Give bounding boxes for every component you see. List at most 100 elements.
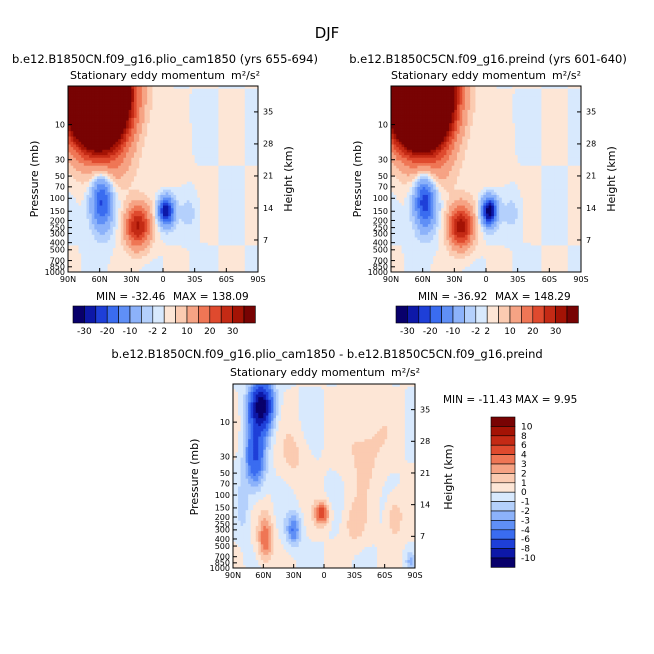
heatmap-cell [79,259,82,262]
heatmap-cell [158,224,161,227]
heatmap-cell [192,168,195,171]
heatmap-cell [108,97,111,100]
heatmap-cell [79,99,82,102]
heatmap-cell [123,237,126,240]
heatmap-cell [158,227,161,230]
heatmap-cell [102,237,105,240]
heatmap-cell [97,245,100,248]
heatmap-cell [76,235,79,238]
heatmap-cell [240,121,243,124]
heatmap-cell [240,150,243,153]
heatmap-cell [160,139,163,142]
heatmap-cell [110,198,113,201]
heatmap-cell [218,243,221,246]
heatmap-cell [129,227,132,230]
heatmap-cell [163,163,166,166]
heatmap-cell [179,227,182,230]
figure-title: DJF [315,24,340,42]
heatmap-cell [86,129,89,132]
heatmap-cell [126,97,129,100]
heatmap-cell [121,129,124,132]
heatmap-cell [211,211,214,214]
heatmap-cell [226,139,229,142]
heatmap-cell [184,224,187,227]
heatmap-cell [229,187,232,190]
heatmap-cell [145,166,148,169]
heatmap-cell [94,219,97,222]
heatmap-cell [203,147,206,150]
heatmap-cell [105,176,108,179]
heatmap-cell [139,264,142,267]
heatmap-cell [174,195,177,198]
heatmap-cell [189,91,192,94]
heatmap-cell [89,240,92,243]
heatmap-cell [126,192,129,195]
heatmap-cell [195,121,198,124]
heatmap-cell [108,129,111,132]
heatmap-cell [79,211,82,214]
heatmap-cell [73,200,76,203]
heatmap-cell [129,97,132,100]
heatmap-cell [160,259,163,262]
heatmap-cell [184,163,187,166]
heatmap-cell [110,99,113,102]
heatmap-cell [203,214,206,217]
heatmap-cell [108,136,111,139]
heatmap-cell [224,211,227,214]
heatmap-cell [113,198,116,201]
heatmap-cell [102,211,105,214]
heatmap-cell [181,113,184,116]
heatmap-cell [94,224,97,227]
heatmap-cell [92,144,95,147]
heatmap-cell [163,190,166,193]
heatmap-cell [113,195,116,198]
heatmap-cell [181,216,184,219]
heatmap-cell [205,200,208,203]
heatmap-cell [137,163,140,166]
heatmap-cell [73,264,76,267]
heatmap-cell [81,195,84,198]
heatmap-cell [150,113,153,116]
heatmap-cell [129,131,132,134]
heatmap-cell [168,203,171,206]
heatmap-cell [166,243,169,246]
heatmap-cell [142,182,145,185]
heatmap-cell [232,176,235,179]
heatmap-cell [86,203,89,206]
heatmap-cell [171,198,174,201]
heatmap-cell [134,89,137,92]
heatmap-cell [171,163,174,166]
heatmap-cell [205,224,208,227]
heatmap-cell [192,235,195,238]
heatmap-cell [126,105,129,108]
heatmap-cell [171,97,174,100]
heatmap-cell [145,237,148,240]
heatmap-cell [211,150,214,153]
heatmap-cell [73,182,76,185]
heatmap-cell [108,235,111,238]
heatmap-cell [232,152,235,155]
heatmap-cell [179,256,182,259]
heatmap-cell [113,152,116,155]
heatmap-cell [84,235,87,238]
heatmap-cell [155,129,158,132]
heatmap-cell [150,155,153,158]
heatmap-cell [181,232,184,235]
heatmap-cell [163,158,166,161]
heatmap-cell [155,253,158,256]
heatmap-cell [171,237,174,240]
heatmap-cell [76,190,79,193]
heatmap-cell [187,227,190,230]
heatmap-cell [73,142,76,145]
heatmap-cell [158,216,161,219]
heatmap-cell [168,99,171,102]
heatmap-cell [221,243,224,246]
heatmap-cell [79,243,82,246]
heatmap-cell [195,219,198,222]
heatmap-cell [205,222,208,225]
heatmap-cell [221,118,224,121]
heatmap-cell [184,131,187,134]
heatmap-cell [171,134,174,137]
heatmap-cell [73,126,76,129]
heatmap-cell [102,152,105,155]
